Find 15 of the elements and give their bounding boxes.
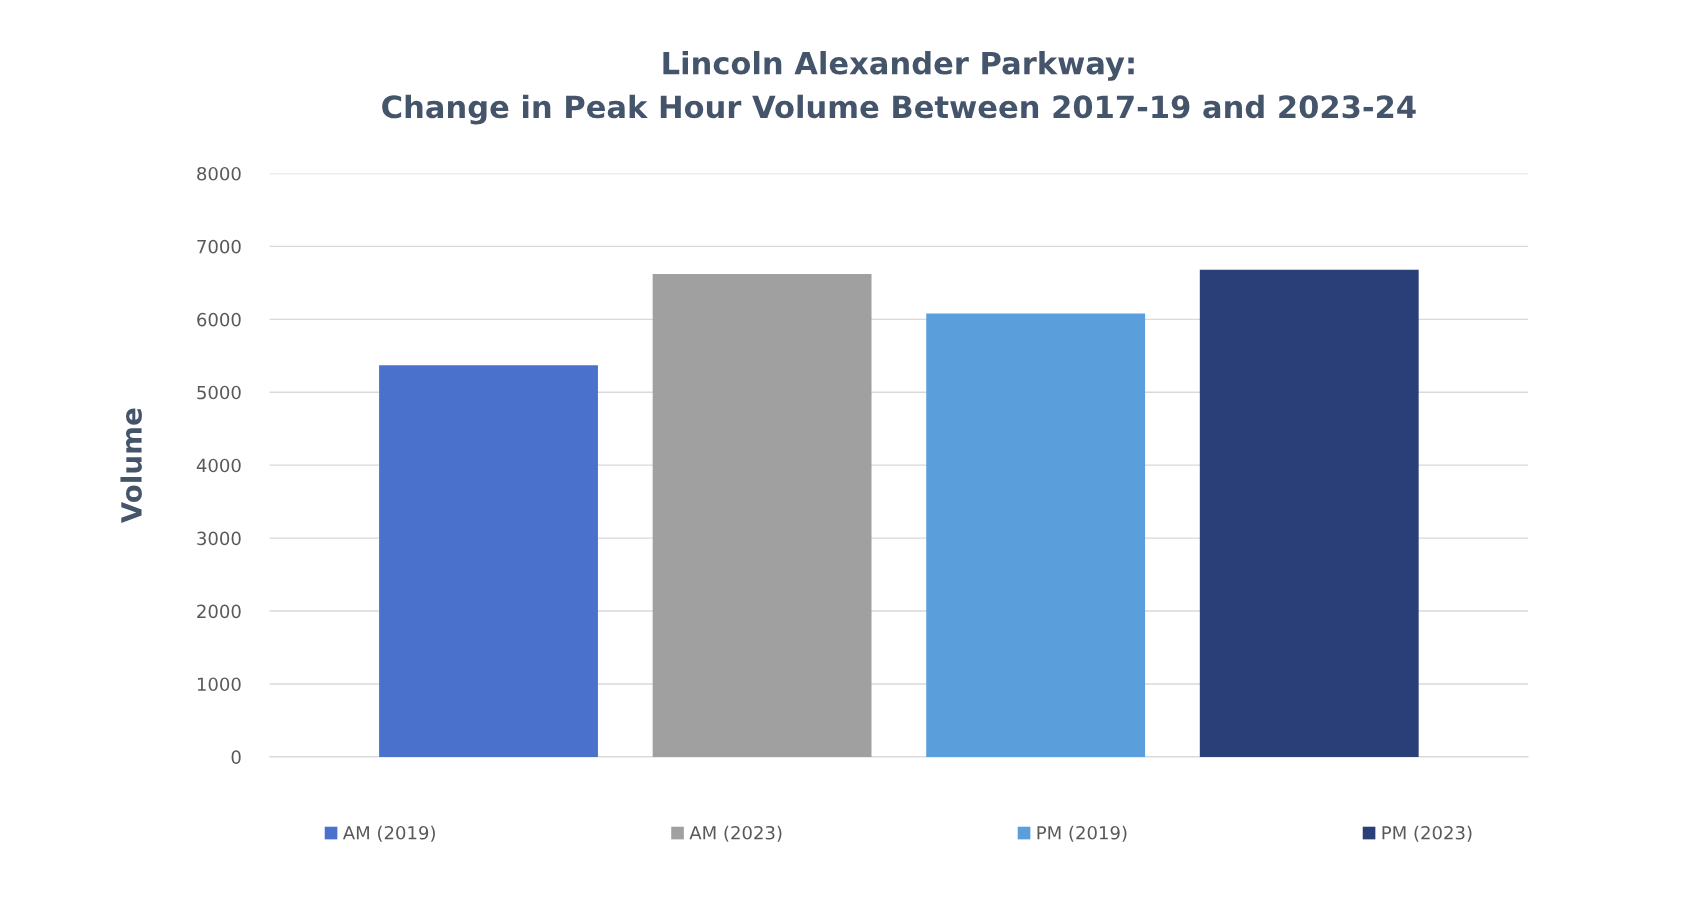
legend-label: PM (2019): [1037, 825, 1127, 842]
y-tick-label: 2000: [197, 604, 241, 619]
legend-label: PM (2023): [1382, 825, 1472, 842]
y-tick-label: 8000: [197, 166, 241, 181]
chart-title: Lincoln Alexander Parkway: Change in Peak Hour Volume Between 2017-19 and 2023-24: [382, 50, 1416, 125]
y-axis-title: Volume: [120, 408, 142, 524]
y-tick-label: 0: [231, 750, 241, 764]
y-tick-label: 4000: [196, 458, 241, 473]
y-tick-label: 7000: [197, 239, 241, 254]
y-tick-label: 3000: [197, 531, 241, 546]
y-tick-label: 6000: [197, 312, 241, 327]
legend-label: AM (2019): [342, 825, 435, 842]
legend-label: AM (2023): [689, 825, 782, 842]
y-tick-label: 1000: [197, 677, 241, 692]
y-tick-label: 5000: [197, 385, 241, 400]
